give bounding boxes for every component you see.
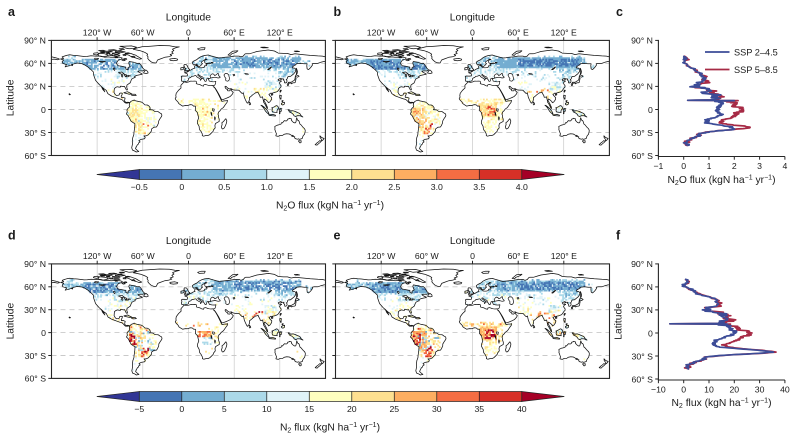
svg-text:120° E: 120° E [551,28,577,38]
svg-text:a: a [8,5,16,19]
svg-text:90° N: 90° N [631,259,653,269]
svg-text:Latitude: Latitude [614,79,625,116]
svg-text:60° E: 60° E [508,251,530,261]
svg-text:120° W: 120° W [367,28,396,38]
svg-text:20: 20 [729,385,739,395]
svg-text:30: 30 [755,385,765,395]
svg-text:30° S: 30° S [25,351,47,361]
svg-text:2.0: 2.0 [346,182,358,192]
svg-text:N2 flux (kgN ha−1 yr−1): N2 flux (kgN ha−1 yr−1) [671,398,771,411]
svg-text:3: 3 [757,161,762,171]
svg-text:15: 15 [304,404,314,414]
svg-text:1: 1 [707,161,712,171]
svg-text:0: 0 [681,385,686,395]
svg-text:35: 35 [474,404,484,414]
svg-text:120° W: 120° W [83,251,112,261]
svg-text:0: 0 [470,251,475,261]
svg-text:Latitude: Latitude [5,79,16,116]
svg-text:d: d [8,229,16,243]
svg-text:0: 0 [470,28,475,38]
svg-text:2: 2 [732,161,737,171]
svg-text:0: 0 [186,28,191,38]
svg-text:N2 flux (kgN ha−1 yr−1): N2 flux (kgN ha−1 yr−1) [280,422,380,435]
svg-text:Latitude: Latitude [614,303,625,340]
svg-text:f: f [616,229,621,243]
svg-text:2.5: 2.5 [388,182,400,192]
svg-text:Longitude: Longitude [450,13,496,24]
svg-text:0: 0 [41,105,46,115]
svg-text:Latitude: Latitude [6,303,17,340]
svg-text:120° W: 120° W [83,28,112,38]
svg-text:SSP 2–4.5: SSP 2–4.5 [734,47,778,57]
svg-text:90° N: 90° N [631,36,653,46]
svg-text:60° N: 60° N [631,59,653,69]
svg-text:60° W: 60° W [131,28,156,38]
svg-text:60° N: 60° N [24,59,46,69]
svg-text:30° S: 30° S [25,128,47,138]
svg-text:−1: −1 [653,161,663,171]
svg-text:−5: −5 [134,404,144,414]
svg-text:60° S: 60° S [632,151,654,161]
svg-text:30° S: 30° S [632,351,654,361]
svg-text:60° N: 60° N [631,282,653,292]
svg-text:4.0: 4.0 [516,182,528,192]
svg-text:60° S: 60° S [25,374,47,384]
svg-text:Longitude: Longitude [166,13,212,24]
svg-text:3.0: 3.0 [431,182,443,192]
svg-text:30° S: 30° S [632,128,654,138]
svg-text:120° E: 120° E [267,251,293,261]
svg-text:120° E: 120° E [267,28,293,38]
svg-text:30: 30 [432,404,442,414]
svg-text:0: 0 [648,328,653,338]
svg-text:−10: −10 [651,385,666,395]
svg-text:60° S: 60° S [632,374,654,384]
svg-text:0: 0 [186,251,191,261]
svg-text:0: 0 [179,182,184,192]
svg-text:0.5: 0.5 [218,182,230,192]
svg-text:5: 5 [222,404,227,414]
svg-text:c: c [616,5,623,19]
svg-text:e: e [334,229,341,243]
svg-text:30° N: 30° N [631,82,653,92]
svg-text:60° E: 60° E [224,251,246,261]
svg-text:120° W: 120° W [367,251,396,261]
svg-text:N2O flux (kgN ha−1 yr−1): N2O flux (kgN ha−1 yr−1) [276,200,384,213]
svg-text:60° S: 60° S [25,151,47,161]
svg-text:1.0: 1.0 [261,182,273,192]
svg-text:25: 25 [389,404,399,414]
svg-text:30° N: 30° N [631,305,653,315]
svg-text:30° N: 30° N [24,82,46,92]
svg-text:40: 40 [780,385,790,395]
svg-text:b: b [334,5,342,19]
svg-text:0: 0 [648,105,653,115]
svg-text:10: 10 [704,385,714,395]
svg-text:60° W: 60° W [131,251,156,261]
svg-text:120° E: 120° E [551,251,577,261]
svg-text:60° W: 60° W [415,251,440,261]
svg-text:0: 0 [41,328,46,338]
svg-text:0: 0 [179,404,184,414]
svg-text:90° N: 90° N [24,36,46,46]
svg-text:3.5: 3.5 [473,182,485,192]
svg-text:30° N: 30° N [24,305,46,315]
svg-text:1.5: 1.5 [303,182,315,192]
svg-text:60° E: 60° E [223,28,245,38]
svg-text:N2O flux (kgN ha−1 yr−1): N2O flux (kgN ha−1 yr−1) [667,175,775,188]
svg-text:0: 0 [681,161,686,171]
svg-text:40: 40 [517,404,527,414]
svg-text:60° N: 60° N [24,282,46,292]
svg-text:SSP 5–8.5: SSP 5–8.5 [734,65,778,75]
svg-text:4: 4 [782,161,787,171]
svg-text:10: 10 [262,404,272,414]
svg-text:Longitude: Longitude [450,236,496,247]
svg-text:60° W: 60° W [415,28,440,38]
svg-text:60° E: 60° E [507,28,529,38]
svg-text:Longitude: Longitude [166,236,212,247]
svg-text:−0.5: −0.5 [131,182,148,192]
svg-text:20: 20 [347,404,357,414]
svg-text:90° N: 90° N [24,259,46,269]
